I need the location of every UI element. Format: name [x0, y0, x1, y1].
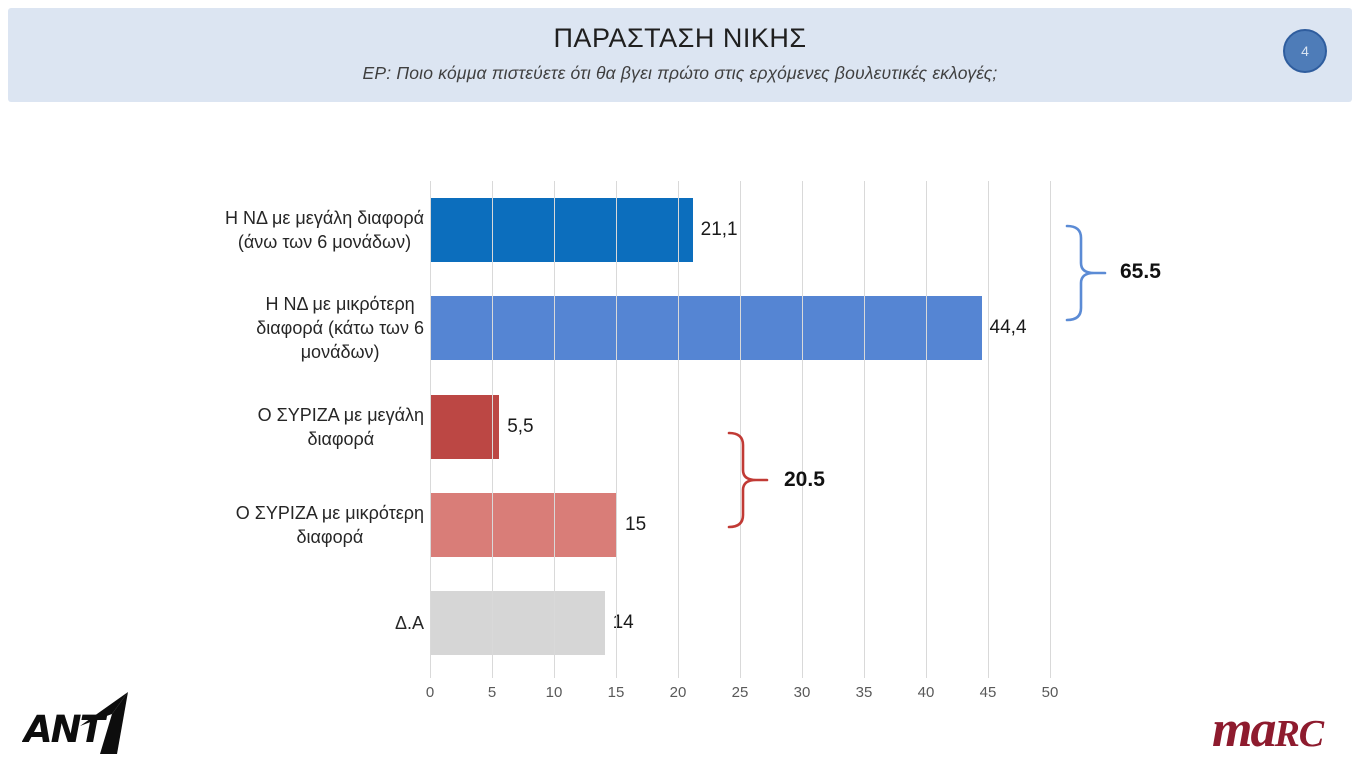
bar-value-label: 15: [625, 513, 647, 535]
ant1-logo: ANT: [21, 690, 142, 763]
bar-value-label: 44,4: [989, 317, 1027, 339]
x-tick-label: 25: [731, 684, 749, 701]
category-label-text: Η ΝΔ με μεγάλη διαφορά (άνω των 6 μονάδω…: [225, 208, 424, 253]
nd-group-brace-path: [1065, 224, 1107, 322]
gridline: [554, 181, 555, 678]
bar-value-label: 5,5: [507, 415, 534, 437]
syriza-group-brace: [727, 431, 769, 529]
category-label: Η ΝΔ με μικρότερη διαφορά (κάτω των 6 μο…: [148, 280, 424, 376]
marc-logo: ma RC: [1212, 700, 1324, 759]
x-tick-label: 20: [669, 684, 687, 701]
bar-value-label: 21,1: [700, 219, 738, 241]
category-label-text: Δ.Α: [394, 612, 424, 633]
x-tick-label: 10: [545, 684, 563, 701]
x-tick-label: 30: [793, 684, 811, 701]
category-label: Η ΝΔ με μεγάλη διαφορά (άνω των 6 μονάδω…: [148, 182, 424, 278]
gridline: [926, 181, 927, 678]
ant1-logo-flag-pennant: [80, 692, 128, 726]
x-tick-label: 35: [855, 684, 873, 701]
category-label-text: Η ΝΔ με μικρότερη διαφορά (κάτω των 6 μο…: [256, 294, 424, 363]
bar: [431, 198, 693, 263]
category-label: Ο ΣΥΡΙΖΑ με μεγάλη διαφορά: [148, 379, 424, 475]
nd-group-sum-label: 65.5: [1120, 260, 1161, 283]
syriza-group-brace-path: [727, 431, 769, 529]
category-label: Δ.Α: [148, 575, 424, 671]
bar: [431, 492, 617, 557]
page-number: 4: [1301, 43, 1309, 59]
bar-value-label: 14: [612, 611, 634, 633]
gridline: [678, 181, 679, 678]
bar: [431, 590, 605, 655]
category-label: Ο ΣΥΡΙΖΑ με μικρότερη διαφορά: [148, 477, 424, 573]
page-title: ΠΑΡΑΣΤΑΣΗ ΝΙΚΗΣ: [553, 23, 807, 53]
ant1-logo-flag-leg: [100, 692, 128, 754]
gridline: [430, 181, 431, 678]
x-tick-label: 0: [425, 684, 435, 701]
x-tick-label: 40: [917, 684, 935, 701]
header-band: ΠΑΡΑΣΤΑΣΗ ΝΙΚΗΣ ΕΡ: Ποιο κόμμα πιστεύετε…: [8, 8, 1352, 102]
marc-logo-lowercase: ma: [1212, 701, 1276, 758]
bar: [431, 394, 500, 459]
gridline: [740, 181, 741, 678]
category-label-text: Ο ΣΥΡΙΖΑ με μικρότερη διαφορά: [235, 502, 424, 547]
gridline: [864, 181, 865, 678]
x-tick-label: 5: [487, 684, 497, 701]
gridline: [1050, 181, 1051, 678]
gridline: [988, 181, 989, 678]
question-text: ΕΡ: Ποιο κόμμα πιστεύετε ότι θα βγει πρώ…: [362, 63, 998, 83]
syriza-group-sum-label: 20.5: [784, 468, 825, 491]
gridline: [802, 181, 803, 678]
marc-logo-smallcaps: RC: [1274, 713, 1324, 755]
nd-group-brace: [1065, 224, 1107, 322]
x-tick-label: 45: [979, 684, 997, 701]
ant1-logo-text: ANT: [22, 708, 108, 751]
x-tick-label: 15: [607, 684, 625, 701]
category-label-text: Ο ΣΥΡΙΖΑ με μεγάλη διαφορά: [257, 404, 424, 449]
gridline: [616, 181, 617, 678]
page-number-badge: 4: [1283, 29, 1327, 73]
gridline: [492, 181, 493, 678]
bar: [431, 296, 982, 361]
x-tick-label: 50: [1041, 684, 1059, 701]
